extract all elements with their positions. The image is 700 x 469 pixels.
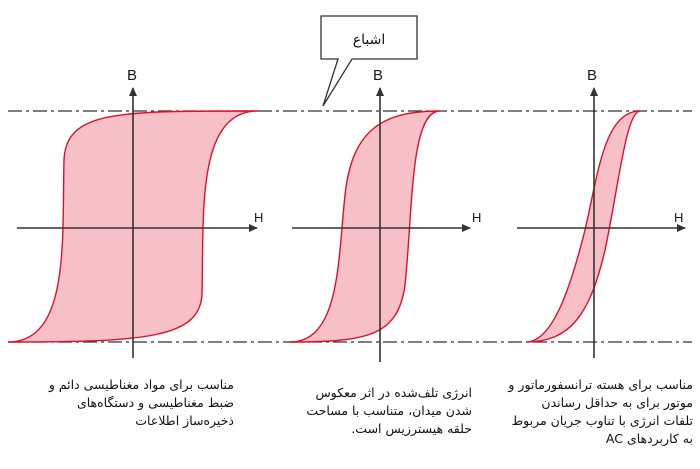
- hysteresis-loop-medium: [289, 110, 441, 343]
- caption-medium-loop: انرژی تلف‌شده در اثر معکوس شدن میدان، مت…: [306, 385, 472, 436]
- hysteresis-loop-narrow: [525, 110, 641, 343]
- b-axis-label-narrow: B: [587, 67, 597, 84]
- h-axis-label-wide: H: [254, 210, 263, 225]
- callout-text: اشباع: [353, 32, 385, 48]
- h-axis-label-medium: H: [472, 210, 481, 225]
- panel-wide-loop: B H: [7, 67, 263, 358]
- panel-medium-loop: B H: [289, 67, 481, 362]
- panel-narrow-loop: B H: [517, 67, 686, 358]
- caption-wide-loop: مناسب برای مواد مغناطیسی دائم و ضبط مغنا…: [48, 377, 234, 428]
- caption-narrow-loop: مناسب برای هسته ترانسفورماتور و موتور بر…: [508, 377, 693, 446]
- b-axis-label-medium: B: [373, 67, 383, 84]
- h-axis-label-narrow: H: [674, 210, 683, 225]
- callout-box: [320, 15, 418, 107]
- b-axis-label-wide: B: [127, 67, 137, 84]
